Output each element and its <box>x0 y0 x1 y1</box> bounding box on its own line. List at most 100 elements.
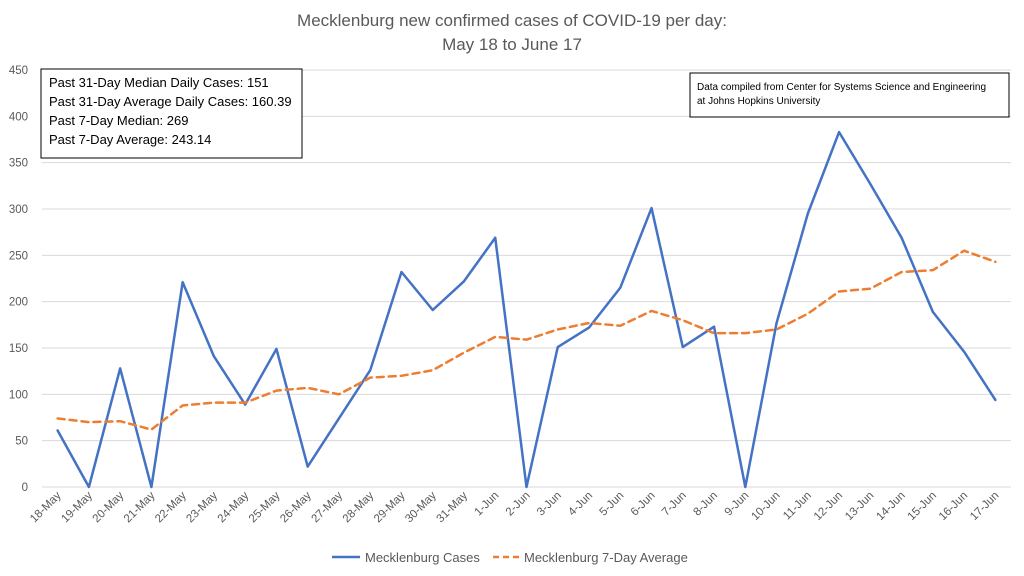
x-tick-label: 27-May <box>309 489 345 525</box>
cases-point-16-Jun <box>963 350 966 353</box>
average-point-17-Jun <box>994 261 997 264</box>
source-box: Data compiled from Center for Systems Sc… <box>689 72 1010 118</box>
cases-point-2-Jun <box>525 486 528 489</box>
average-point-27-May <box>338 393 341 396</box>
source-line-2: at Johns Hopkins University <box>697 96 820 107</box>
x-tick-label: 9-Jun <box>723 490 752 519</box>
average-point-20-May <box>119 420 122 423</box>
source-line-1: Data compiled from Center for Systems Sc… <box>697 82 986 93</box>
gridlines <box>42 69 1011 442</box>
average-point-12-Jun <box>838 290 841 293</box>
average-point-26-May <box>306 387 309 390</box>
cases-point-14-Jun <box>900 236 903 239</box>
cases-point-7-Jun <box>681 346 684 349</box>
cases-point-23-May <box>213 355 216 358</box>
average-point-2-Jun <box>525 338 528 341</box>
x-tick-label: 11-Jun <box>781 490 814 523</box>
x-tick-label: 10-Jun <box>749 490 782 523</box>
stats-line-1: Past 31-Day Median Daily Cases: 151 <box>49 75 269 90</box>
y-tick-label: 450 <box>9 65 28 77</box>
cases-point-5-Jun <box>619 286 622 289</box>
stats-line-3: Past 7-Day Median: 269 <box>49 113 188 128</box>
x-tick-label: 14-Jun <box>874 490 907 523</box>
y-tick-label: 250 <box>9 250 28 262</box>
cases-point-28-May <box>369 369 372 372</box>
average-point-23-May <box>213 401 216 404</box>
cases-point-1-Jun <box>494 236 497 239</box>
x-tick-label: 7-Jun <box>660 490 689 519</box>
x-tick-label: 25-May <box>247 489 283 525</box>
average-point-6-Jun <box>650 310 653 313</box>
y-axis-ticks: 0 50 100 150 200 250 300 350 400 450 <box>9 65 28 494</box>
x-tick-label: 31-May <box>434 489 470 525</box>
x-tick-label: 23-May <box>184 489 220 525</box>
cases-point-26-May <box>306 465 309 468</box>
average-point-5-Jun <box>619 324 622 327</box>
x-tick-label: 19-May <box>59 489 95 525</box>
series-lines <box>56 130 997 489</box>
cases-point-9-Jun <box>744 486 747 489</box>
average-point-8-Jun <box>713 332 716 335</box>
x-tick-label: 1-Jun <box>473 490 502 519</box>
average-point-3-Jun <box>556 328 559 331</box>
chart-title: Mecklenburg new confirmed cases of COVID… <box>297 11 727 30</box>
stats-box-border <box>40 68 303 159</box>
average-point-15-Jun <box>932 269 935 272</box>
x-tick-label: 17-Jun <box>968 490 1001 523</box>
average-point-19-May <box>88 421 91 424</box>
x-tick-label: 18-May <box>28 489 64 525</box>
x-tick-label: 20-May <box>91 489 127 525</box>
average-point-24-May <box>244 401 247 404</box>
cases-point-31-May <box>463 280 466 283</box>
average-point-18-May <box>56 417 59 420</box>
cases-point-8-Jun <box>713 325 716 328</box>
cases-point-27-May <box>338 417 341 420</box>
cases-point-13-Jun <box>869 183 872 186</box>
y-tick-label: 300 <box>9 204 28 216</box>
average-point-28-May <box>369 376 372 379</box>
x-tick-label: 4-Jun <box>566 490 595 519</box>
cases-point-15-Jun <box>932 311 935 314</box>
cases-point-10-Jun <box>775 322 778 325</box>
cases-point-20-May <box>119 367 122 370</box>
x-axis-ticks: 18-May19-May20-May21-May22-May23-May24-M… <box>28 489 1001 525</box>
stats-line-4: Past 7-Day Average: 243.14 <box>49 132 211 147</box>
legend-label-average: Mecklenburg 7-Day Average <box>524 550 688 565</box>
average-point-1-Jun <box>494 336 497 339</box>
x-tick-label: 28-May <box>341 489 377 525</box>
cases-point-3-Jun <box>556 346 559 349</box>
cases-point-11-Jun <box>807 212 810 215</box>
x-tick-label: 26-May <box>278 489 314 525</box>
source-box-border <box>689 72 1010 118</box>
x-tick-label: 12-Jun <box>812 490 845 523</box>
average-point-16-Jun <box>963 249 966 252</box>
y-tick-label: 400 <box>9 111 28 123</box>
stats-box: Past 31-Day Median Daily Cases: 151 Past… <box>40 68 303 159</box>
average-point-14-Jun <box>900 271 903 274</box>
x-tick-label: 13-Jun <box>843 490 876 523</box>
y-tick-label: 350 <box>9 158 28 170</box>
legend: Mecklenburg Cases Mecklenburg 7-Day Aver… <box>332 550 688 565</box>
average-point-30-May <box>431 369 434 372</box>
y-tick-label: 0 <box>22 482 28 494</box>
average-point-11-Jun <box>807 312 810 315</box>
x-tick-label: 30-May <box>403 489 439 525</box>
x-tick-label: 8-Jun <box>691 490 720 519</box>
average-point-29-May <box>400 375 403 378</box>
average-point-13-Jun <box>869 287 872 290</box>
cases-point-12-Jun <box>838 131 841 134</box>
x-tick-label: 21-May <box>122 489 158 525</box>
average-point-10-Jun <box>775 328 778 331</box>
cases-point-6-Jun <box>650 207 653 210</box>
legend-label-cases: Mecklenburg Cases <box>365 550 480 565</box>
x-tick-label: 22-May <box>153 489 189 525</box>
average-point-25-May <box>275 389 278 392</box>
y-tick-label: 200 <box>9 297 28 309</box>
chart-subtitle: May 18 to June 17 <box>442 35 582 54</box>
average-point-21-May <box>150 428 153 431</box>
average-point-22-May <box>181 404 184 407</box>
x-tick-label: 24-May <box>216 489 252 525</box>
cases-point-19-May <box>88 486 91 489</box>
cases-point-18-May <box>56 429 59 432</box>
